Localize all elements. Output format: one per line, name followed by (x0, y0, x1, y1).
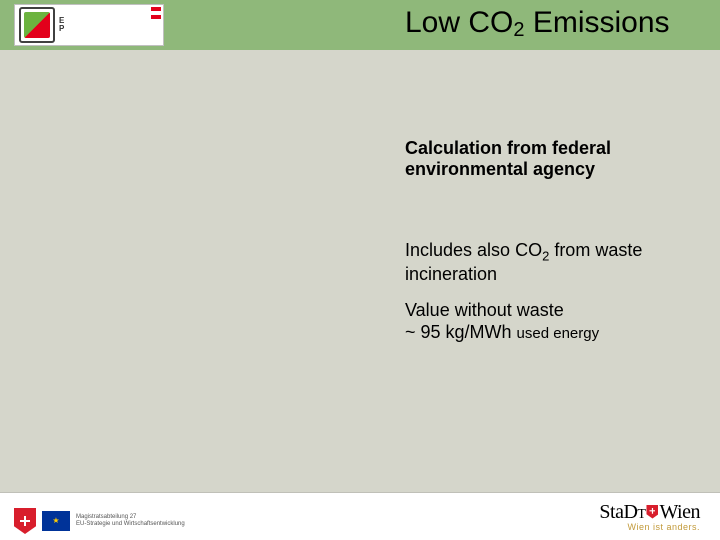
sep-logo-letters: E P (59, 17, 64, 33)
sep-logo-letter-p: P (59, 25, 64, 33)
brand-tagline: Wien ist anders. (627, 522, 700, 532)
paragraph-source: Calculation from federal environmental a… (405, 138, 665, 179)
footer-left-logos: Magistratsabteilung 27 EU-Strategie und … (14, 508, 185, 534)
header-bar: E P Low CO2 Emissions (0, 0, 720, 50)
slide-title: Low CO2 Emissions (405, 6, 670, 40)
vienna-shield-icon (14, 508, 36, 534)
vienna-shield-inline-icon (646, 505, 658, 519)
title-pre: Low CO (405, 6, 513, 39)
brand-mid: Dt (623, 501, 645, 524)
paragraph-value: Value without waste ~ 95 kg/MWh used ene… (405, 300, 665, 343)
para3-line2b: used energy (517, 325, 600, 342)
para1-text: Calculation from federal environmental a… (405, 138, 611, 179)
para3-line2a: ~ 95 kg/MWh (405, 322, 517, 342)
footer-right-brand: StaDt Wien Wien ist anders. (530, 492, 700, 540)
title-sub: 2 (513, 19, 524, 41)
eu-flag-icon (42, 511, 70, 531)
para3-line1: Value without waste (405, 300, 564, 320)
austria-flag-icon (151, 7, 161, 19)
footer-bar: Magistratsabteilung 27 EU-Strategie und … (0, 492, 720, 540)
ma27-line2: EU-Strategie und Wirtschaftsentwicklung (76, 521, 185, 528)
sep-logo-mark-icon (19, 7, 55, 43)
sep-logo: E P (14, 4, 164, 46)
para2-pre: Includes also CO (405, 240, 542, 260)
brand-pre: Sta (599, 501, 623, 524)
brand-post: Wien (659, 501, 700, 524)
ma27-line1: Magistratsabteilung 27 (76, 514, 185, 521)
title-post: Emissions (525, 6, 670, 39)
ma27-text: Magistratsabteilung 27 EU-Strategie und … (76, 514, 185, 527)
stadt-wien-logo: StaDt Wien (599, 501, 700, 524)
slide: E P Low CO2 Emissions Calculation from f… (0, 0, 720, 540)
paragraph-includes: Includes also CO2 from waste incineratio… (405, 240, 665, 286)
